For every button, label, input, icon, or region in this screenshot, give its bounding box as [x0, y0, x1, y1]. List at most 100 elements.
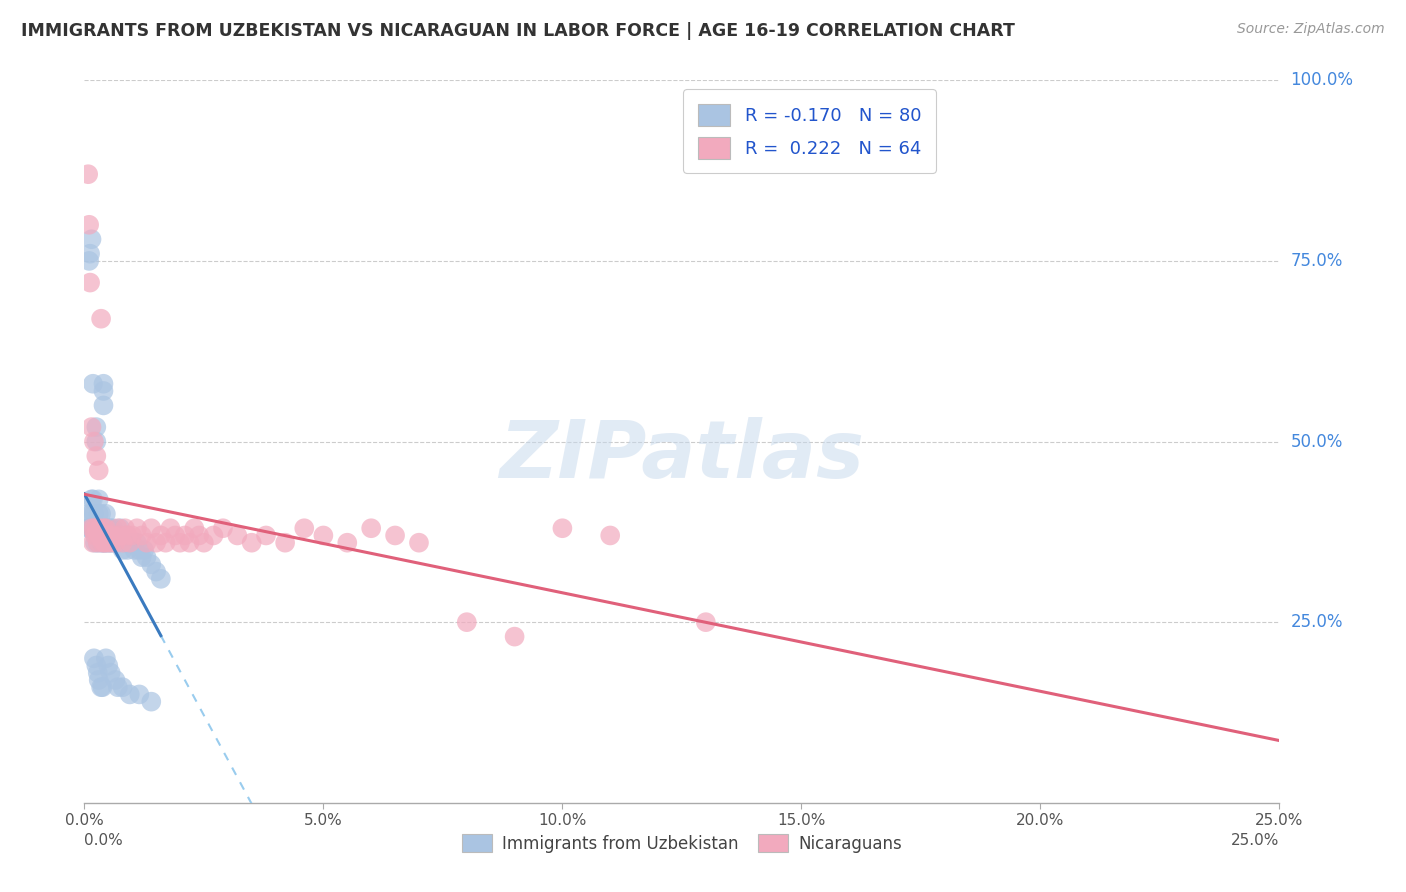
- Point: [101, 535, 124, 549]
- Point: [87, 507, 110, 521]
- Point: [77, 507, 100, 521]
- Point: [131, 550, 153, 565]
- Point: [86, 521, 108, 535]
- Point: [90, 521, 112, 535]
- Point: [97, 521, 120, 535]
- Point: [83, 535, 105, 549]
- Text: 50.0%: 50.0%: [1291, 433, 1343, 450]
- Point: [101, 528, 124, 542]
- Point: [87, 463, 110, 477]
- Point: [86, 434, 108, 449]
- Point: [111, 535, 134, 549]
- Point: [360, 521, 382, 535]
- Point: [141, 695, 163, 709]
- Point: [87, 535, 110, 549]
- Point: [87, 535, 110, 549]
- Point: [82, 376, 104, 391]
- Point: [90, 680, 112, 694]
- Point: [93, 521, 115, 535]
- Text: 25.0%: 25.0%: [1232, 833, 1279, 848]
- Point: [141, 558, 163, 572]
- Point: [141, 521, 163, 535]
- Point: [274, 535, 297, 549]
- Point: [80, 420, 103, 434]
- Point: [94, 521, 117, 535]
- Point: [695, 615, 717, 630]
- Point: [83, 434, 105, 449]
- Point: [104, 535, 127, 549]
- Point: [135, 535, 157, 549]
- Point: [183, 521, 205, 535]
- Point: [226, 528, 249, 542]
- Point: [89, 521, 111, 535]
- Point: [82, 521, 104, 535]
- Point: [97, 528, 120, 542]
- Point: [79, 521, 101, 535]
- Point: [83, 528, 105, 542]
- Point: [94, 535, 117, 549]
- Point: [87, 521, 110, 535]
- Point: [86, 420, 108, 434]
- Point: [107, 535, 129, 549]
- Point: [94, 507, 117, 521]
- Point: [312, 528, 335, 542]
- Point: [193, 535, 215, 549]
- Point: [124, 542, 146, 557]
- Point: [98, 528, 121, 542]
- Point: [145, 535, 167, 549]
- Point: [202, 528, 225, 542]
- Point: [83, 651, 105, 665]
- Point: [80, 507, 103, 521]
- Point: [254, 528, 277, 542]
- Text: 100.0%: 100.0%: [1291, 71, 1354, 89]
- Point: [93, 398, 115, 412]
- Point: [93, 535, 115, 549]
- Point: [97, 535, 120, 549]
- Point: [100, 535, 122, 549]
- Point: [91, 535, 114, 549]
- Point: [96, 535, 118, 549]
- Point: [77, 521, 100, 535]
- Point: [86, 521, 108, 535]
- Point: [79, 276, 101, 290]
- Point: [77, 167, 100, 181]
- Point: [173, 528, 195, 542]
- Point: [551, 521, 574, 535]
- Point: [101, 528, 124, 542]
- Point: [80, 492, 103, 507]
- Point: [90, 507, 112, 521]
- Point: [117, 542, 139, 557]
- Point: [132, 542, 156, 557]
- Point: [408, 535, 430, 549]
- Text: Source: ZipAtlas.com: Source: ZipAtlas.com: [1237, 22, 1385, 37]
- Point: [599, 528, 621, 542]
- Point: [100, 521, 122, 535]
- Point: [384, 528, 406, 542]
- Point: [93, 535, 115, 549]
- Point: [128, 687, 150, 701]
- Point: [87, 528, 110, 542]
- Point: [110, 528, 132, 542]
- Point: [93, 376, 115, 391]
- Point: [118, 687, 141, 701]
- Point: [149, 572, 172, 586]
- Text: 0.0%: 0.0%: [84, 833, 124, 848]
- Point: [107, 680, 129, 694]
- Point: [97, 658, 120, 673]
- Point: [94, 521, 117, 535]
- Point: [111, 542, 134, 557]
- Point: [91, 680, 114, 694]
- Point: [165, 528, 187, 542]
- Point: [91, 535, 114, 549]
- Point: [114, 535, 136, 549]
- Point: [149, 528, 172, 542]
- Point: [118, 535, 141, 549]
- Text: 75.0%: 75.0%: [1291, 252, 1343, 270]
- Point: [94, 651, 117, 665]
- Point: [83, 521, 105, 535]
- Point: [82, 535, 104, 549]
- Point: [110, 521, 132, 535]
- Point: [503, 630, 526, 644]
- Point: [83, 521, 105, 535]
- Point: [101, 521, 124, 535]
